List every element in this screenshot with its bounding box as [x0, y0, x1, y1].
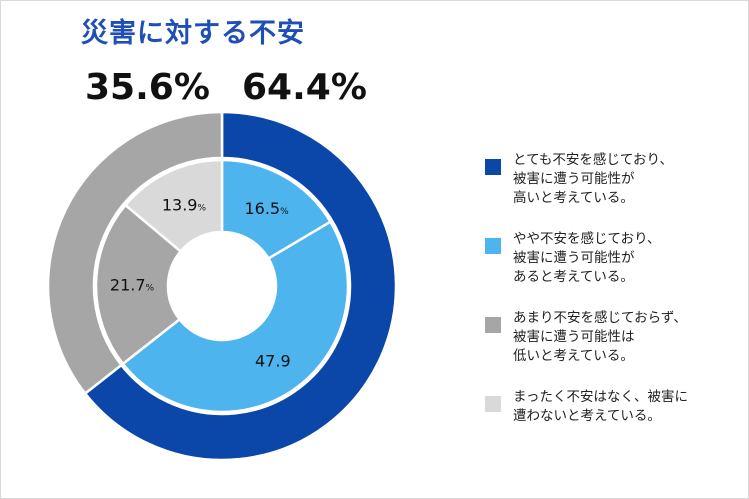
legend-text: とても不安を感じており、 被害に遭う可能性が 高いと考えている。	[513, 152, 673, 206]
inner-ring-value-label-3: 13.9%	[162, 195, 207, 214]
legend-swatch	[485, 159, 501, 175]
chart-title: 災害に対する不安	[81, 18, 305, 49]
legend-item-somewhat-anxious: やや不安を感じており、 被害に遭う可能性が あると考えている。	[485, 230, 735, 287]
outer-total-grey-label: 35.6%	[85, 67, 210, 108]
legend-swatch	[485, 396, 501, 412]
outer-ring-slice-0	[83, 110, 398, 462]
inner-ring-value-label-2: 21.7%	[110, 276, 155, 295]
inner-ring-value-label-1: 47.9	[255, 351, 291, 370]
inner-ring-slice-3	[123, 158, 224, 254]
legend-text: まったく不安はなく、被害に 遭わないと考えている。	[513, 389, 688, 424]
inner-ring-slice-2	[94, 203, 183, 366]
legend-swatch	[485, 238, 501, 254]
legend-item-not-very-anxious: あまり不安を感じておらず、 被害に遭う可能性は 低いと考えている。	[485, 309, 735, 366]
inner-ring-slice-1	[121, 220, 350, 414]
legend-text: やや不安を感じており、 被害に遭う可能性が あると考えている。	[513, 231, 661, 285]
outer-ring-slice-1	[46, 110, 224, 396]
legend: とても不安を感じており、 被害に遭う可能性が 高いと考えている。 やや不安を感じ…	[485, 151, 735, 448]
legend-item-not-anxious: まったく不安はなく、被害に 遭わないと考えている。	[485, 388, 735, 426]
legend-item-very-anxious: とても不安を感じており、 被害に遭う可能性が 高いと考えている。	[485, 151, 735, 208]
outer-total-blue-label: 64.4%	[242, 67, 367, 108]
legend-swatch	[485, 317, 501, 333]
legend-text: あまり不安を感じておらず、 被害に遭う可能性は 低いと考えている。	[513, 310, 687, 364]
inner-ring-value-label-0: 16.5%	[244, 199, 289, 218]
